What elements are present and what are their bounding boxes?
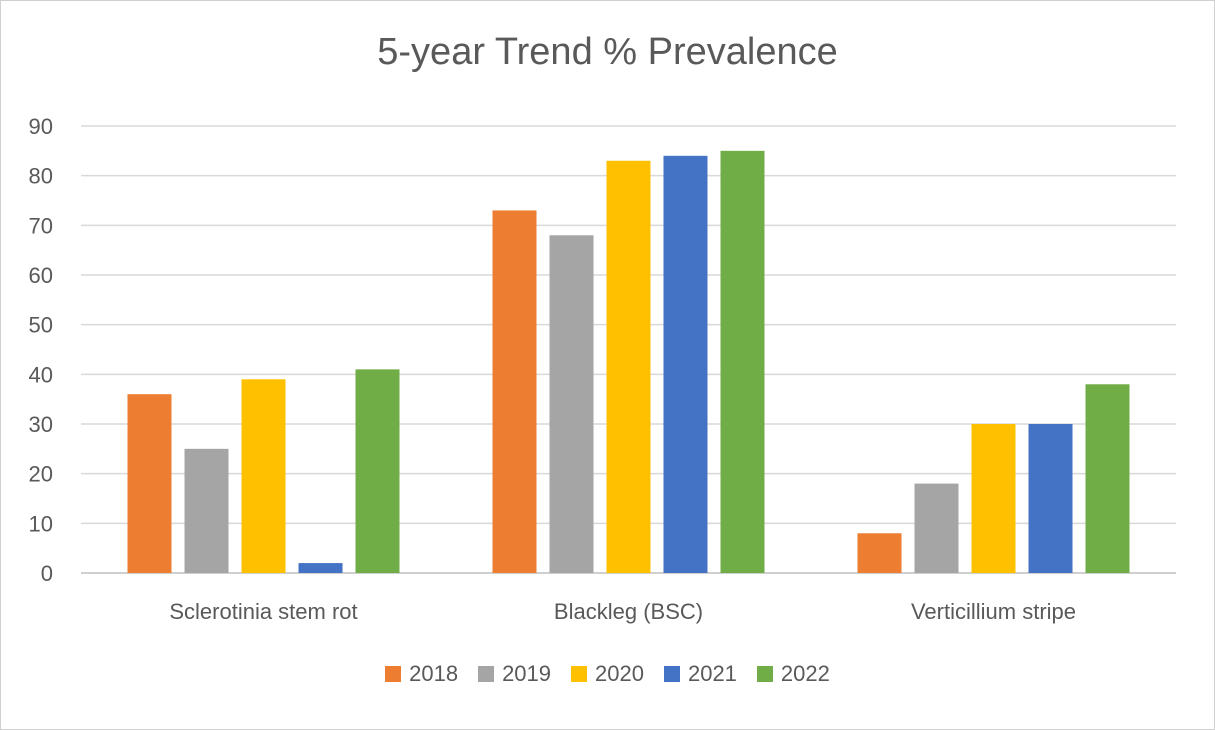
y-tick-label: 60 xyxy=(29,263,53,288)
legend-label: 2021 xyxy=(687,661,737,686)
legend-item-2020: 2020 xyxy=(571,661,644,687)
bar-2022-1 xyxy=(720,150,765,574)
bar-2021-2 xyxy=(1028,424,1073,573)
x-category-label: Verticillium stripe xyxy=(911,599,1076,624)
x-category-label: Sclerotinia stem rot xyxy=(169,599,357,624)
legend-item-2022: 2022 xyxy=(756,661,830,687)
y-tick-label: 20 xyxy=(29,462,53,487)
legend-item-2018: 2018 xyxy=(385,661,458,687)
legend-swatch xyxy=(663,666,680,682)
y-tick-label: 90 xyxy=(29,114,53,139)
chart-title: 5-year Trend % Prevalence xyxy=(377,31,838,73)
y-tick-label: 70 xyxy=(29,213,53,238)
bar-2022-0 xyxy=(355,369,400,573)
bar-2018-1 xyxy=(492,210,537,573)
y-tick-label: 0 xyxy=(41,561,53,586)
y-tick-label: 80 xyxy=(29,164,53,189)
legend-item-2021: 2021 xyxy=(663,661,737,687)
bar-2019-2 xyxy=(914,483,959,573)
legend-swatch xyxy=(478,666,495,682)
bar-2022-2 xyxy=(1085,384,1130,573)
legend-label: 2022 xyxy=(780,661,830,686)
legend-swatch xyxy=(756,666,773,682)
bar-2020-1 xyxy=(606,160,651,573)
bar-2021-0 xyxy=(298,563,343,573)
y-tick-label: 50 xyxy=(29,313,53,338)
bar-2019-0 xyxy=(184,448,229,573)
bar-2019-1 xyxy=(549,235,594,573)
legend-label: 2020 xyxy=(595,661,644,686)
bar-chart-plot: 0 10 20 30 40 50 60 70 80 90 Sclerotinia stem rot B… xyxy=(29,114,1176,624)
bar-2020-2 xyxy=(971,424,1016,573)
y-tick-label: 30 xyxy=(29,412,53,437)
bar-2018-0 xyxy=(127,394,172,573)
bar-2020-0 xyxy=(241,379,286,573)
legend-label: 2018 xyxy=(409,661,459,686)
x-category-label: Blackleg (BSC) xyxy=(554,599,703,624)
legend-item-2019: 2019 xyxy=(478,661,551,687)
legend-swatch xyxy=(385,666,402,682)
bar-2018-2 xyxy=(857,533,902,573)
y-tick-label: 10 xyxy=(29,511,53,536)
chart-legend: 2018 2019 2020 2021 2022 xyxy=(1,661,1214,687)
bar-2021-1 xyxy=(663,155,708,574)
legend-label: 2019 xyxy=(502,661,552,686)
legend-swatch xyxy=(571,666,588,682)
y-tick-label: 40 xyxy=(29,362,53,387)
